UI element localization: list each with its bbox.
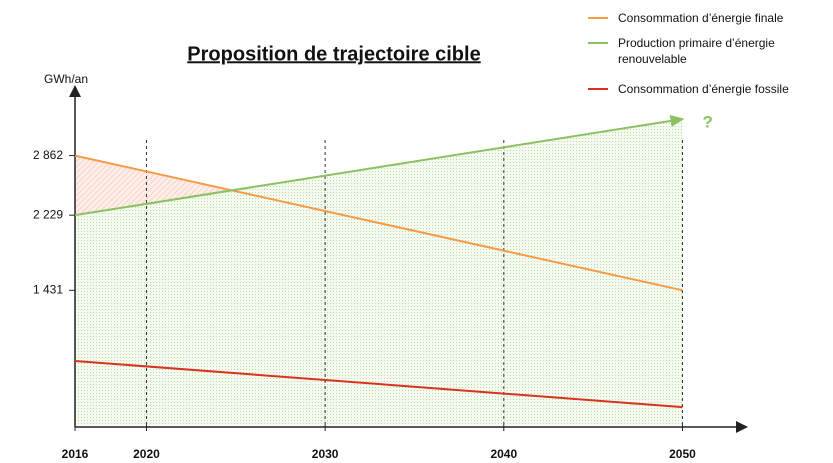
x-tick-label: 2050 (669, 447, 696, 461)
annotation: ? (702, 113, 712, 132)
y-tick-label: 2 862 (33, 148, 63, 162)
series-line (74, 115, 685, 217)
legend-swatch (588, 17, 608, 19)
x-tick-label: 2016 (62, 447, 89, 461)
legend-label: Consommation d’énergie fossile (618, 82, 789, 96)
y-tick-label: 1 431 (33, 282, 63, 296)
y-axis-label: GWh/an (44, 72, 88, 86)
x-tick-label: 2040 (490, 447, 517, 461)
legend-label: Consommation d’énergie finale (618, 11, 784, 25)
x-tick-label: 2020 (133, 447, 160, 461)
chart-title: Proposition de trajectoire cible (187, 43, 480, 65)
legend: Consommation d’énergie finale Production … (588, 10, 828, 106)
series-line (74, 154, 683, 292)
legend-swatch (588, 88, 608, 90)
legend-label: Production primaire d’énergie renouvelab… (618, 36, 775, 66)
legend-item: Consommation d’énergie finale (588, 10, 828, 26)
legend-item: Production primaire d’énergie renouvelab… (588, 35, 828, 67)
x-tick-label: 2030 (312, 447, 339, 461)
deficit-area (75, 155, 232, 216)
legend-item: Consommation d’énergie fossile (588, 81, 828, 97)
renewable-area (75, 119, 683, 426)
legend-swatch (588, 42, 608, 44)
y-tick-label: 2 229 (33, 207, 63, 221)
series-line (74, 359, 683, 409)
